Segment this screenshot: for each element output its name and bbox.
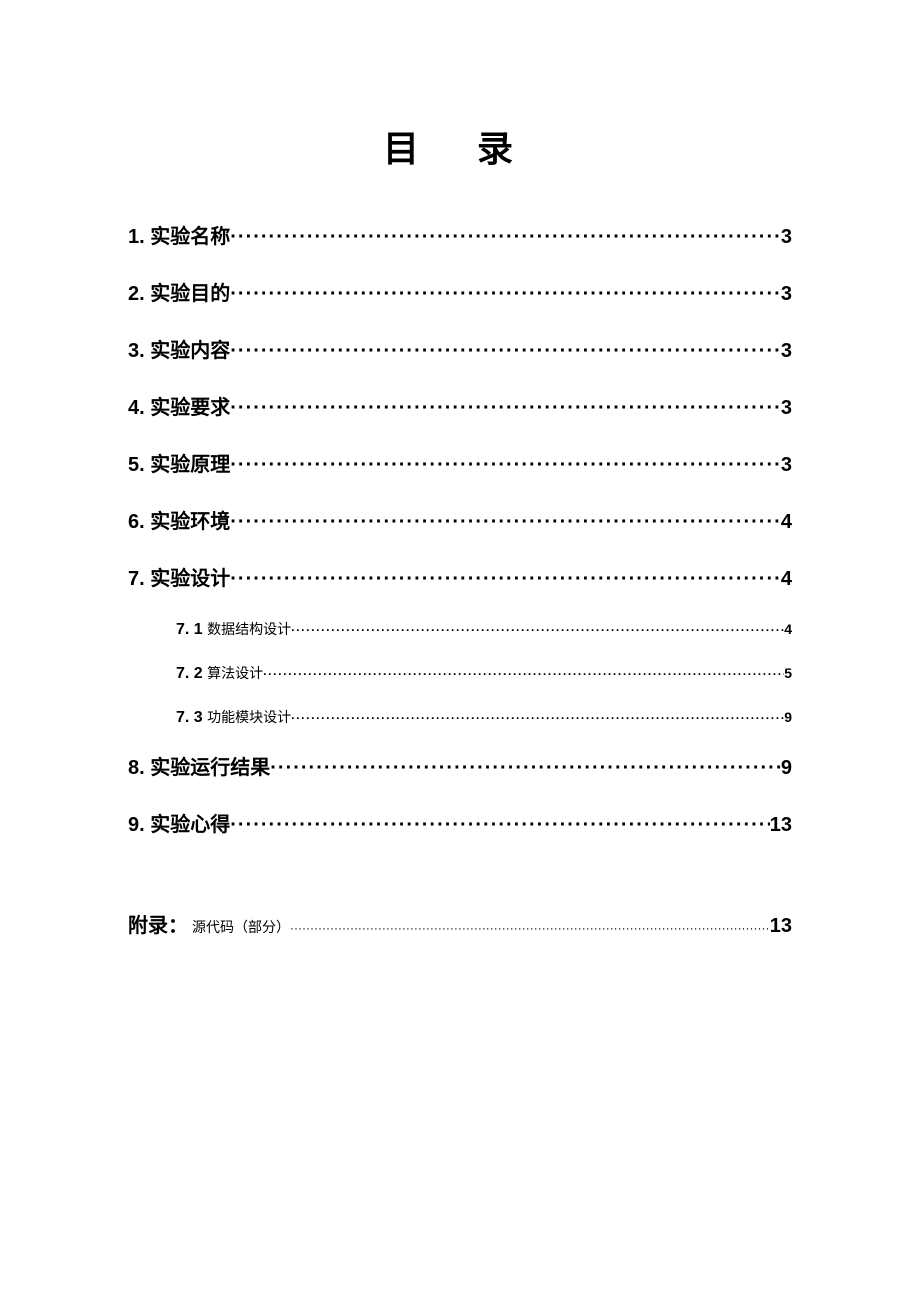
appendix-sub: 源代码（部分） [192,917,290,937]
toc-leader [230,454,781,477]
appendix-page: 13 [770,915,792,938]
toc-entry: 3. 实验内容 3 [128,334,792,363]
toc-page: 3 [781,397,792,420]
toc-label: 1. 实验名称 [128,220,230,249]
toc-entry: 7. 2 算法设计 5 [128,663,792,683]
toc-page: 3 [781,283,792,306]
toc-leader [230,340,781,363]
toc-label: 7. 3 功能模块设计 [176,707,291,727]
toc-entry: 4. 实验要求 3 [128,391,792,420]
toc-page: 5 [784,665,792,681]
appendix-leader [290,921,770,935]
toc-page: 4 [781,511,792,534]
appendix-entry: 附录： 源代码（部分） 13 [128,909,792,938]
toc-label: 7. 2 算法设计 [176,663,263,683]
toc-label: 6. 实验环境 [128,505,230,534]
toc-leader [230,568,781,591]
toc-leader [230,814,770,837]
toc-entry: 8. 实验运行结果 9 [128,751,792,780]
toc-entry: 7. 3 功能模块设计 9 [128,707,792,727]
toc-page: 9 [784,709,792,725]
toc-label: 3. 实验内容 [128,334,230,363]
toc-page: 3 [781,226,792,249]
appendix-label: 附录： [128,909,188,938]
toc-leader [230,397,781,420]
toc-entry: 1. 实验名称 3 [128,220,792,249]
toc-leader [230,511,781,534]
toc-page: 4 [781,568,792,591]
toc-page: 13 [770,814,792,837]
toc-leader [270,757,781,780]
toc-label: 9. 实验心得 [128,808,230,837]
toc-entry: 7. 1 数据结构设计 4 [128,619,792,639]
toc-label: 7. 1 数据结构设计 [176,619,291,639]
toc-page: 3 [781,454,792,477]
toc-page: 3 [781,340,792,363]
toc-label: 8. 实验运行结果 [128,751,270,780]
toc-entry: 9. 实验心得 13 [128,808,792,837]
toc-label: 2. 实验目的 [128,277,230,306]
toc-leader [291,709,784,727]
toc-entry: 6. 实验环境 4 [128,505,792,534]
toc-leader [230,283,781,306]
toc-entry: 2. 实验目的 3 [128,277,792,306]
toc-label: 5. 实验原理 [128,448,230,477]
toc-entry: 7. 实验设计 4 [128,562,792,591]
toc-page: 9 [781,757,792,780]
toc-leader [291,621,784,639]
toc-leader [230,226,781,249]
toc-label: 4. 实验要求 [128,391,230,420]
toc-entry: 5. 实验原理 3 [128,448,792,477]
toc-page: 4 [784,621,792,637]
toc-leader [263,665,784,683]
page-title: 目 录 [128,120,792,172]
toc-list: 1. 实验名称 3 2. 实验目的 3 3. 实验内容 3 4. 实验要求 3 5. 实验原理 3… [128,220,792,837]
toc-label: 7. 实验设计 [128,562,230,591]
